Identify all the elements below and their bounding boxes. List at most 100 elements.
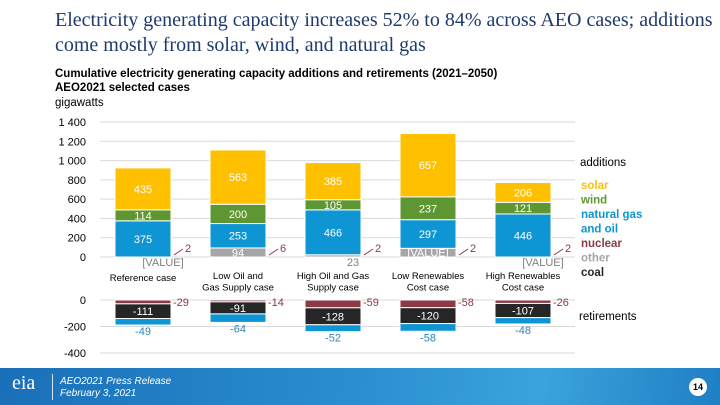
data-label-solar: 385 [324,176,342,188]
bar-solar [304,162,362,201]
category-label: Cost case [502,283,544,294]
bar-nuclear [494,299,552,304]
leader-line [363,248,374,256]
data-label-other: [VALUE] [407,248,448,260]
y-tick-label: 800 [68,175,86,187]
leader-line [268,248,279,256]
data-label-wind: 105 [324,200,342,212]
data-label-natural-gas-and-oil: 466 [324,227,342,239]
footer-line-1: AEO2021 Press Release [60,376,172,387]
data-label-nuclear: 6 [280,243,286,255]
y-tick-label: 0 [80,252,86,264]
legend-item-coal: coal [581,267,604,279]
data-label-nuclear: 2 [185,243,191,255]
y-tick-label: 1 400 [58,117,86,129]
data-label-nuclear: -58 [458,297,474,309]
y-tick-label: 0 [80,295,86,307]
y-tick-label: 200 [68,233,86,245]
data-label-natural-gas: -49 [135,326,151,338]
footer-text: AEO2021 Press Release February 3, 2021 [60,376,171,400]
page-number: 14 [689,378,707,396]
data-label-other: 94 [232,247,244,259]
footer-divider [52,374,53,400]
bar-nuclear [304,299,362,309]
data-label-natural-gas-and-oil: 446 [514,230,532,242]
bar-natural-gas-and-oil [494,317,552,325]
eia-logo: eia [12,372,36,394]
chart-subtitle: Cumulative electricity generating capaci… [55,67,497,95]
data-label-solar: 435 [134,184,152,196]
category-label: Low Renewables [392,271,465,282]
y-tick-label: -400 [64,348,86,360]
footer-line-2: February 3, 2021 [60,388,137,399]
bar-natural-gas-and-oil [399,323,457,332]
data-label-wind: 237 [419,203,437,215]
bar-solar [399,132,457,198]
data-label-coal: -107 [512,306,534,318]
bar-natural-gas-and-oil [114,318,172,326]
retirements-label: retirements [579,311,637,323]
footer: eia AEO2021 Press Release February 3, 20… [0,368,720,405]
bar-solar [494,181,552,203]
data-label-coal: -91 [230,303,246,315]
bar-solar [114,167,172,211]
y-tick-label: 1 200 [58,136,86,148]
legend-item-wind: wind [580,195,607,207]
additions-label: additions [580,157,626,169]
unit-label: gigawatts [55,97,104,109]
bar-nuclear [399,299,457,309]
slide-title: Electricity generating capacity increase… [55,9,713,56]
data-label-nuclear: -26 [553,297,569,309]
data-label-other: [VALUE] [142,257,183,269]
bar-natural-gas-and-oil [304,209,362,256]
subtitle-line-1: Cumulative electricity generating capaci… [55,68,498,80]
data-label-natural-gas: -58 [420,332,436,344]
data-label-wind: 121 [514,203,532,215]
category-label: Gas Supply case [202,283,274,294]
data-label-wind: 114 [134,210,152,222]
capacity-chart: 0 200 400 600 800 1 000 1 200 1 400 [VALUE] 375 11… [58,117,642,360]
data-label-natural-gas-and-oil: 297 [419,229,437,241]
legend-item-other: other [581,253,610,265]
data-label-coal: -120 [417,311,439,323]
data-label-solar: 563 [229,172,247,184]
legend-item-natural-gas: natural gas [581,209,642,221]
data-label-natural-gas: -48 [515,325,531,337]
data-label-natural-gas: -52 [325,333,341,345]
category-label: High Oil and Gas [297,271,370,282]
category-label: Reference case [110,273,177,284]
bar-natural-gas-and-oil [304,324,362,333]
data-label-nuclear: -59 [363,297,379,309]
data-label-nuclear: -14 [268,297,284,309]
legend-item-solar: solar [581,180,609,192]
subtitle-line-2: AEO2021 selected cases [55,82,190,94]
legend-item-natural-gas: and oil [581,224,618,236]
y-tick-label: -200 [64,322,86,334]
data-label-nuclear: 2 [375,243,381,255]
data-label-solar: 657 [419,160,437,172]
data-label-coal: -128 [322,311,344,323]
bar-natural-gas-and-oil [209,313,267,323]
data-label-natural-gas: -64 [230,323,246,335]
category-label: Supply case [307,283,359,294]
bar-natural-gas-and-oil [494,213,552,258]
category-label: Low Oil and [213,271,263,282]
category-label: Cost case [407,283,449,294]
bar-natural-gas-and-oil [209,223,267,249]
data-label-natural-gas-and-oil: 253 [229,231,247,243]
leader-line [458,248,469,256]
category-label: High Renewables [486,271,561,282]
y-tick-label: 600 [68,194,86,206]
data-label-other: [VALUE] [522,257,563,269]
data-label-solar: 206 [514,187,532,199]
bar-nuclear [114,299,172,305]
data-label-nuclear: -29 [173,297,189,309]
y-tick-label: 1 000 [58,156,86,168]
leader-line [173,248,184,256]
y-tick-label: 400 [68,213,86,225]
data-label-nuclear: 2 [565,243,571,255]
data-label-coal: -111 [133,306,153,318]
data-label-wind: 200 [229,209,247,221]
data-label-natural-gas-and-oil: 375 [134,234,152,246]
data-label-other: 23 [347,257,359,269]
